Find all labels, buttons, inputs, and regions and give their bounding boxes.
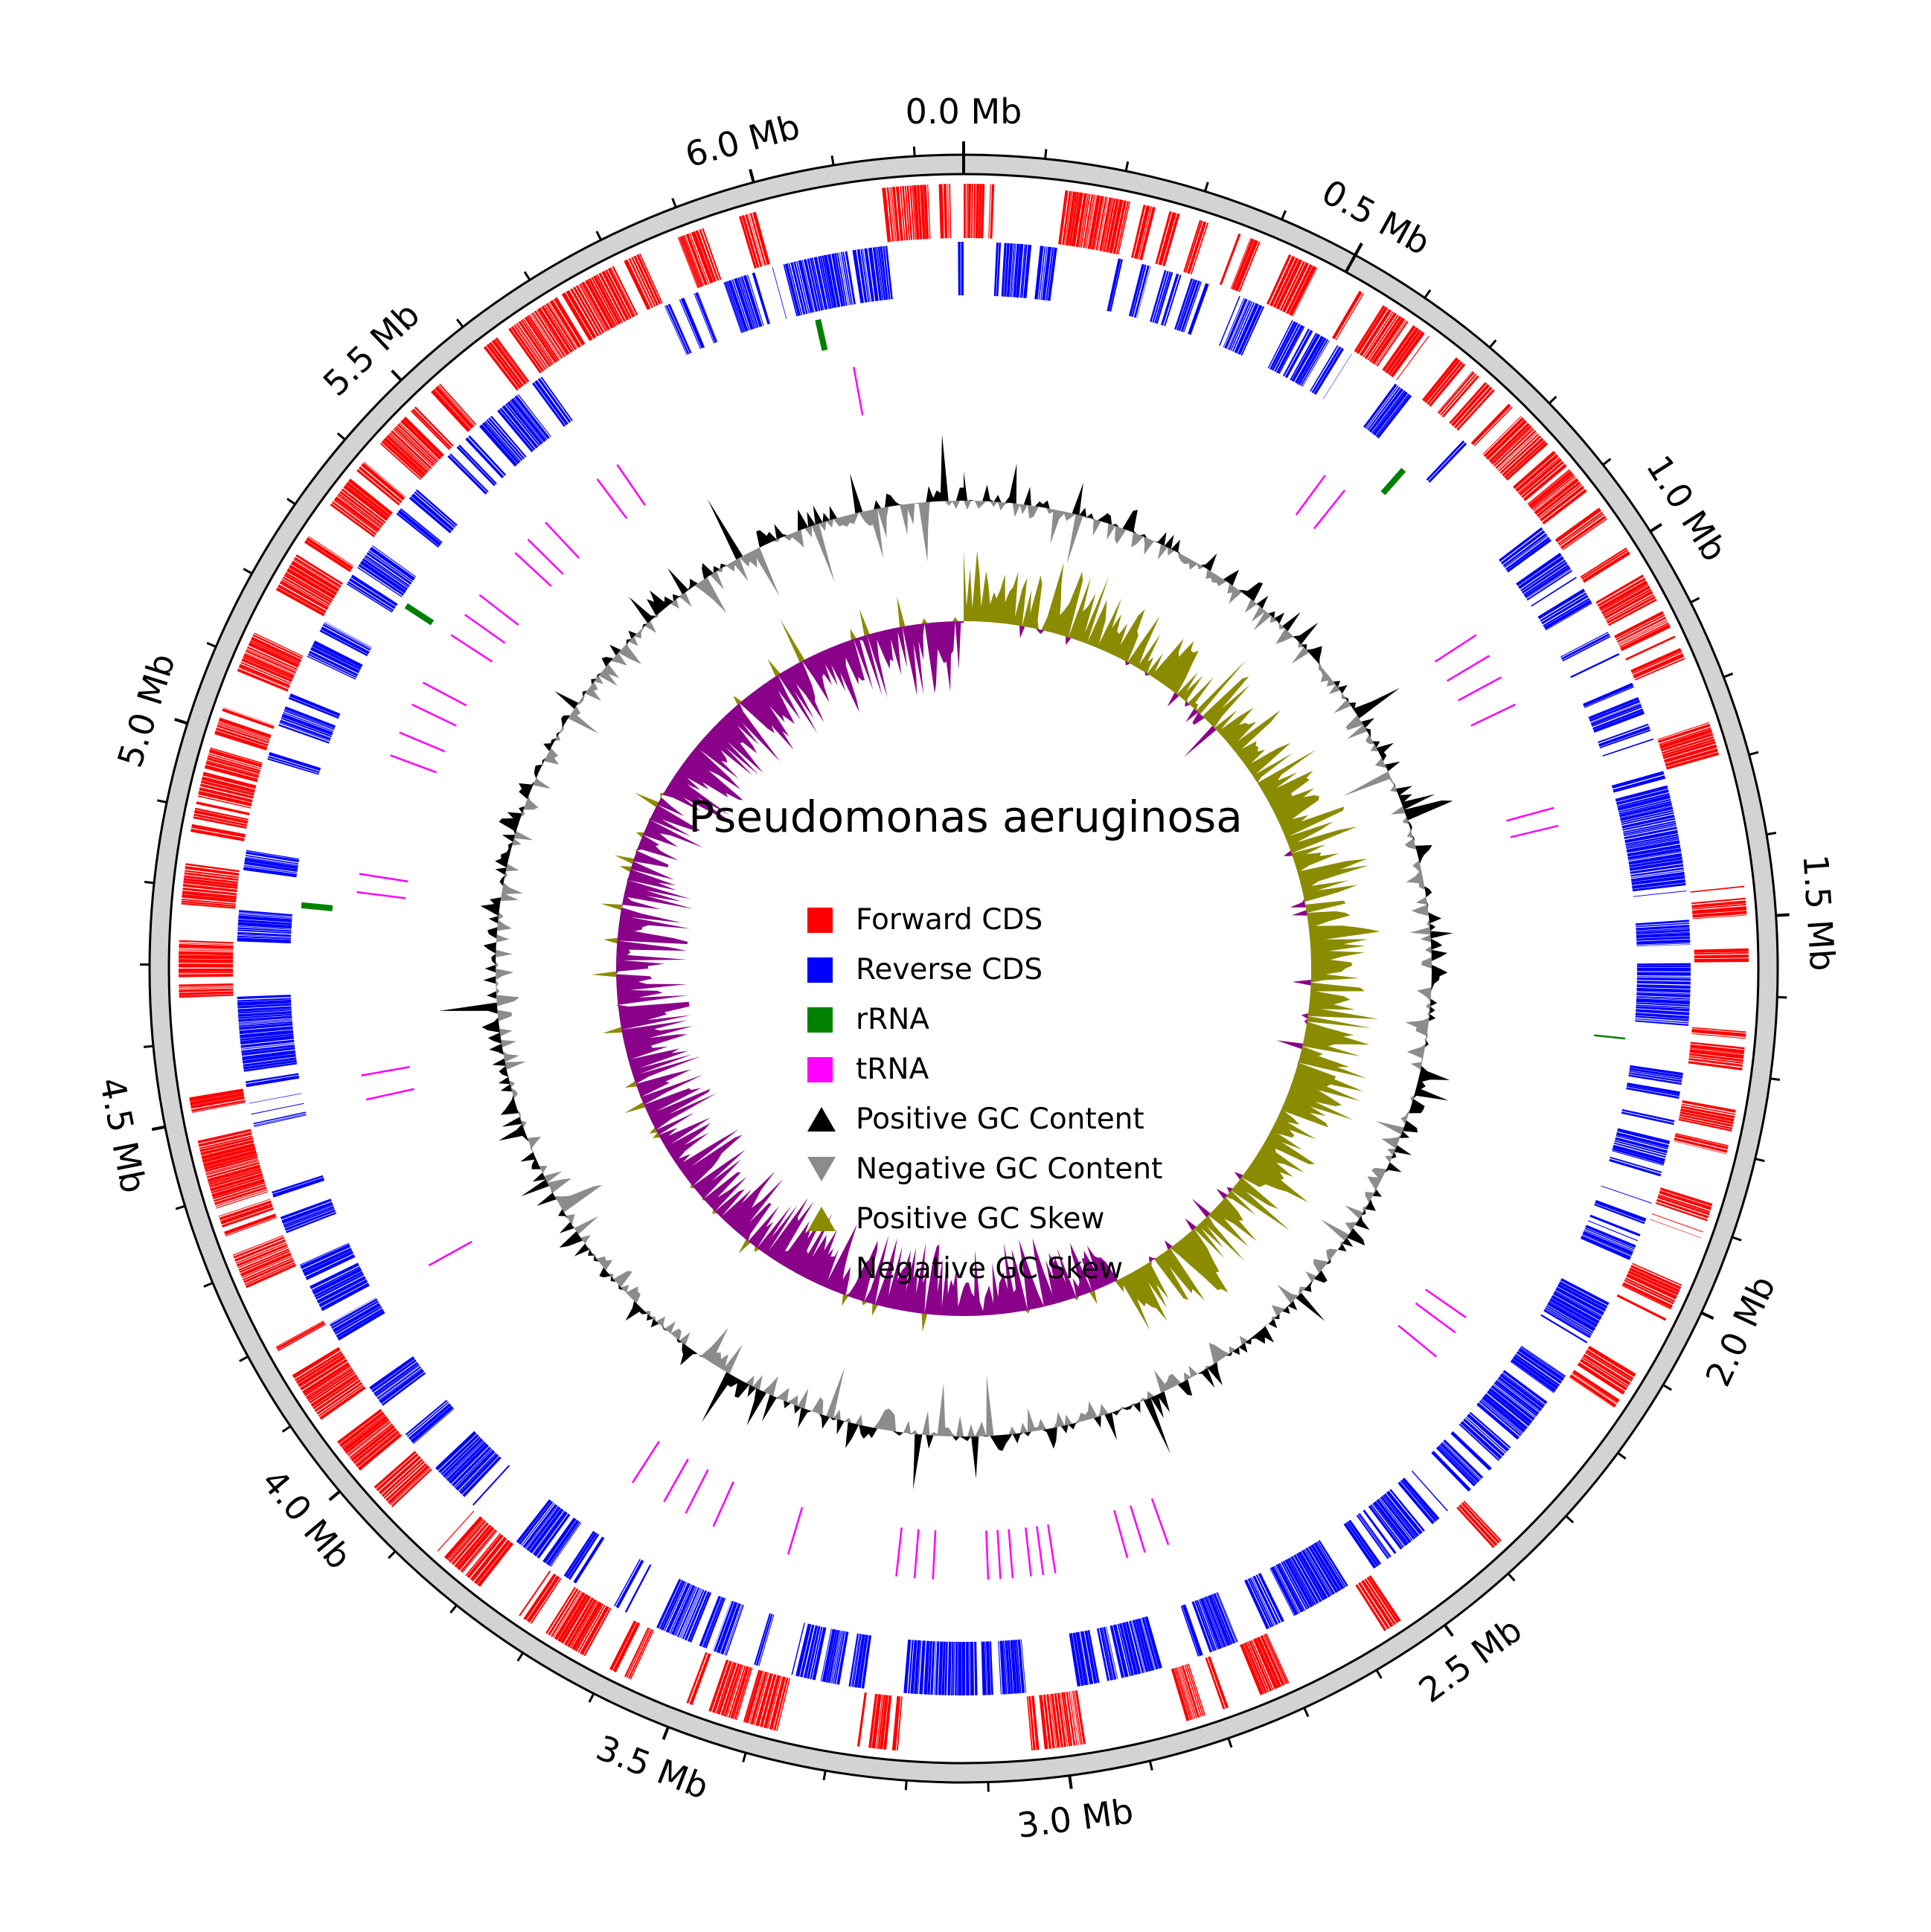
positive-gc-content-triangle-icon <box>807 1107 836 1132</box>
legend-item-rrna: rRNA <box>807 995 1162 1044</box>
forward-cds-track <box>178 183 1749 1751</box>
legend-label: Forward CDS <box>856 903 1043 937</box>
legend-item-negative-gc-content: Negative GC Content <box>807 1144 1162 1194</box>
svg-text:1.5 Mb: 1.5 Mb <box>1796 853 1843 972</box>
legend-label: Reverse CDS <box>856 953 1043 986</box>
negative-gc-content-triangle-icon <box>807 1157 836 1181</box>
chart-title: Pseudomonas aeruginosa <box>688 792 1243 842</box>
reverse-cds-swatch-icon <box>807 957 833 983</box>
svg-text:3.5 Mb: 3.5 Mb <box>591 1727 714 1807</box>
legend-label: Negative GC Skew <box>856 1252 1124 1286</box>
backbone-ring <box>148 153 1779 1784</box>
forward-cds-swatch-icon <box>807 907 833 933</box>
legend-item-forward-cds: Forward CDS <box>807 895 1162 945</box>
legend-label: tRNA <box>856 1053 929 1086</box>
legend-label: Positive GC Content <box>856 1103 1144 1136</box>
rrna-track <box>301 318 1626 1040</box>
trna-track <box>356 367 1559 1580</box>
legend-label: Positive GC Skew <box>856 1202 1105 1236</box>
svg-text:4.5 Mb: 4.5 Mb <box>92 1074 153 1196</box>
legend: Forward CDS Reverse CDS rRNA tRNA Positi… <box>807 895 1162 1294</box>
legend-item-positive-gc-skew: Positive GC Skew <box>807 1194 1162 1244</box>
legend-item-trna: tRNA <box>807 1044 1162 1094</box>
positive-gc-skew-triangle-icon <box>807 1207 836 1231</box>
svg-text:3.0 Mb: 3.0 Mb <box>1015 1791 1136 1846</box>
rrna-swatch-icon <box>807 1007 833 1033</box>
svg-text:5.0 Mb: 5.0 Mb <box>109 649 183 772</box>
axis-ticks <box>140 141 1790 1792</box>
negative-gc-skew-triangle-icon <box>807 1257 836 1281</box>
legend-item-reverse-cds: Reverse CDS <box>807 945 1162 995</box>
legend-label: Negative GC Content <box>856 1152 1163 1186</box>
legend-label: rRNA <box>856 1003 929 1036</box>
svg-text:6.0 Mb: 6.0 Mb <box>681 106 804 176</box>
svg-text:0.0 Mb: 0.0 Mb <box>906 92 1022 132</box>
legend-item-negative-gc-skew: Negative GC Skew <box>807 1244 1162 1294</box>
legend-item-positive-gc-content: Positive GC Content <box>807 1094 1162 1144</box>
reverse-cds-track <box>237 242 1691 1696</box>
trna-swatch-icon <box>807 1056 833 1082</box>
